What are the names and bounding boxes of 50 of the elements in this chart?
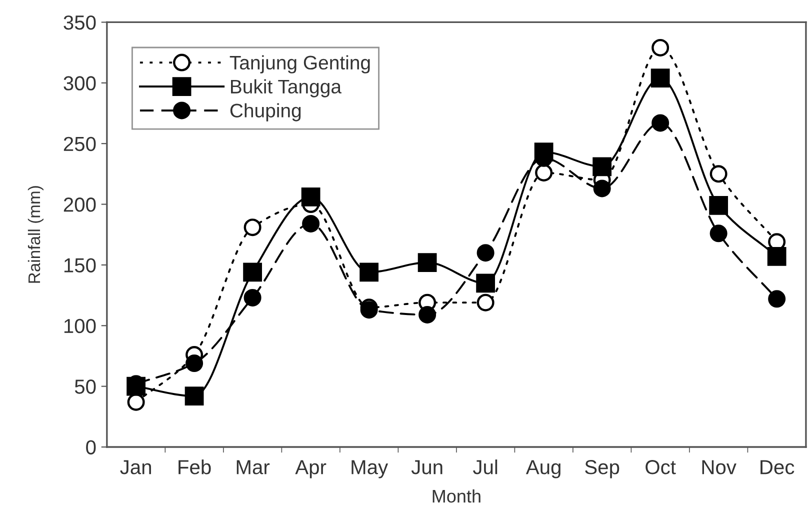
point bbox=[592, 157, 612, 176]
point bbox=[535, 164, 553, 182]
point bbox=[768, 290, 786, 308]
x-tick-label: Sep bbox=[585, 460, 620, 478]
x-tick-label: Oct bbox=[646, 460, 676, 474]
y-tick-label: 300 bbox=[64, 76, 96, 90]
y-axis-title: Rainfall (mm) bbox=[28, 186, 44, 283]
point bbox=[418, 306, 436, 324]
legend-label: Tanjung Genting bbox=[230, 55, 370, 74]
point bbox=[709, 196, 728, 215]
point bbox=[710, 165, 728, 183]
point bbox=[476, 294, 494, 312]
point bbox=[710, 224, 728, 242]
x-tick-label: Feb bbox=[178, 460, 211, 474]
point bbox=[767, 247, 786, 266]
point bbox=[650, 68, 670, 88]
point bbox=[418, 253, 437, 272]
point bbox=[243, 262, 262, 282]
legend-label: Bukit Tangga bbox=[231, 79, 342, 98]
point bbox=[244, 218, 262, 236]
y-tick-label: 100 bbox=[64, 318, 96, 334]
x-tick-label: Jul bbox=[473, 460, 498, 474]
point bbox=[593, 180, 611, 198]
y-tick-label: 250 bbox=[64, 136, 96, 152]
y-tick-label: 350 bbox=[64, 15, 96, 30]
point bbox=[302, 214, 320, 232]
point bbox=[301, 188, 320, 206]
point bbox=[476, 244, 494, 262]
x-tick-label: May bbox=[352, 460, 388, 478]
point bbox=[476, 274, 496, 293]
x-tick-label: Jan bbox=[120, 460, 151, 474]
x-tick-label: Apr bbox=[295, 460, 326, 478]
point bbox=[244, 288, 262, 306]
y-tick-label: 200 bbox=[64, 198, 96, 212]
x-axis-title: Month bbox=[432, 489, 480, 503]
point bbox=[360, 301, 378, 319]
x-tick-label: Aug bbox=[526, 460, 560, 478]
y-tick-label: 50 bbox=[74, 380, 96, 394]
x-tick-label: Dec bbox=[760, 460, 794, 474]
x-tick-label: Mar bbox=[236, 460, 270, 474]
point bbox=[360, 262, 378, 282]
legend-label: Chuping bbox=[230, 103, 301, 122]
point bbox=[652, 114, 670, 132]
y-tick-label: 150 bbox=[64, 258, 96, 272]
point bbox=[184, 386, 204, 406]
y-tick-label: 0 bbox=[86, 440, 96, 454]
point bbox=[652, 38, 670, 56]
point bbox=[186, 354, 204, 372]
x-tick-label: Jun bbox=[411, 460, 442, 474]
x-tick-label: Nov bbox=[702, 460, 736, 474]
